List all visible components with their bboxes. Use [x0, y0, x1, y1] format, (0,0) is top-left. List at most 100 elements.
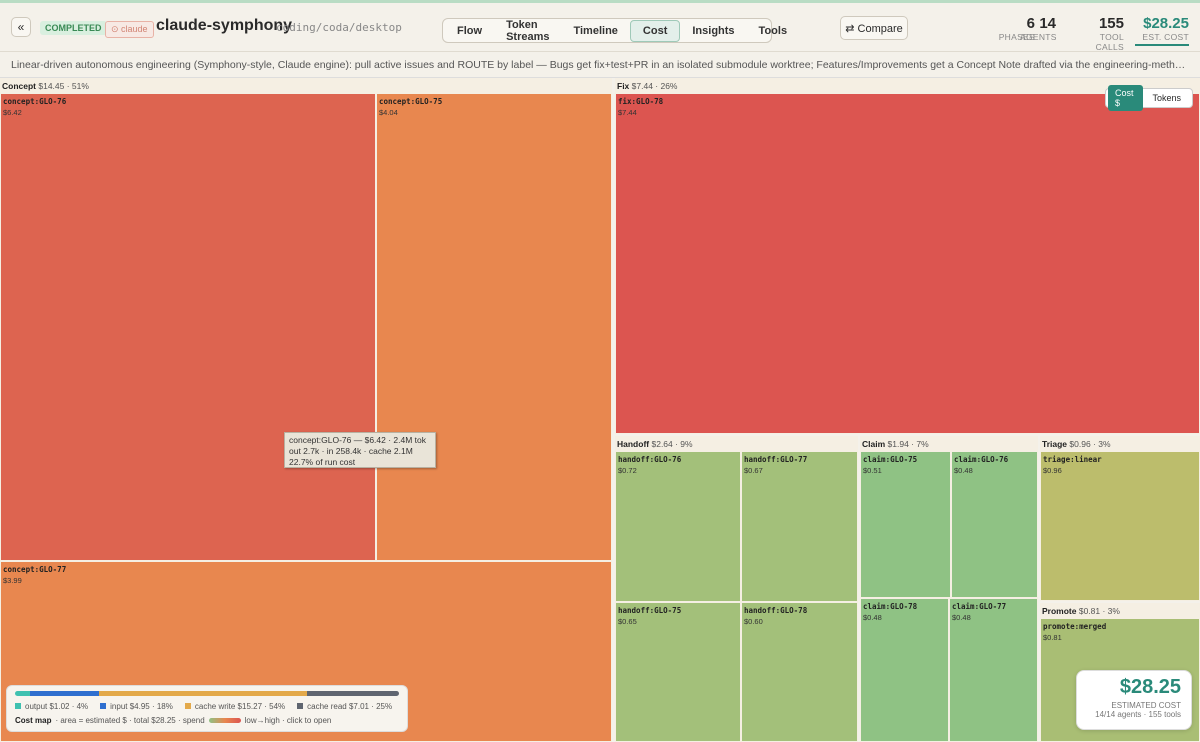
top-accent	[0, 0, 1200, 3]
legend-caption: Cost map · area = estimated $ · total $2…	[15, 716, 399, 725]
toggle-option[interactable]: Tokens	[1152, 93, 1181, 103]
tile-cost: $0.72	[618, 466, 637, 475]
legend-text: cache read $7.01 · 25%	[307, 702, 393, 711]
tile[interactable]: handoff:GLO-75 $0.65	[615, 602, 741, 742]
group-summary: $0.81 · 3%	[1078, 606, 1120, 616]
tile-cost: $0.67	[744, 466, 763, 475]
tile-cost: $0.65	[618, 617, 637, 626]
legend-text: input $4.95 · 18%	[110, 702, 173, 711]
group-summary: $14.45 · 51%	[38, 81, 89, 91]
tile[interactable]: fix:GLO-78 $7.44	[615, 93, 1200, 434]
group-header: Fix $7.44 · 26%	[615, 78, 1200, 93]
tile-label: promote:merged	[1043, 622, 1107, 631]
tile-label: handoff:GLO-78	[744, 606, 808, 615]
bar-segment	[30, 691, 100, 696]
status-badge: COMPLETED	[40, 21, 107, 35]
tooltip-line: out 2.7k · in 258.4k · cache 2.1M	[289, 446, 413, 456]
tile[interactable]: claim:GLO-75 $0.51	[860, 451, 951, 598]
stat-value: $28.25	[1143, 15, 1189, 32]
tile[interactable]: handoff:GLO-78 $0.60	[741, 602, 858, 742]
tile-label: handoff:GLO-76	[618, 455, 682, 464]
tile[interactable]: claim:GLO-76 $0.48	[951, 451, 1038, 598]
tab-bar: Flow Token Streams Timeline Cost Insight…	[442, 18, 787, 43]
back-button[interactable]: «	[11, 17, 31, 37]
group-summary: $0.96 · 3%	[1069, 439, 1111, 449]
spend-gradient	[208, 718, 241, 723]
group-name: Handoff	[617, 439, 650, 449]
tile-cost: $0.51	[863, 466, 882, 475]
run-path: coding/coda/desktop	[276, 21, 402, 34]
group-header: Triage $0.96 · 3%	[1040, 436, 1200, 451]
compare-button[interactable]: ⇄ Compare	[840, 16, 908, 40]
tile-cost: $4.04	[379, 108, 398, 117]
tooltip-line: concept:GLO-76 — $6.42 · 2.4M tok	[289, 435, 427, 445]
stat: 14 AGENTS	[1020, 15, 1056, 42]
bar-segment	[99, 691, 307, 696]
tile[interactable]: triage:linear $0.96	[1040, 451, 1200, 601]
group-name: Concept	[2, 81, 36, 91]
tooltip-line: 22.7% of run cost	[289, 457, 356, 467]
tab[interactable]: Token Streams	[506, 18, 550, 43]
group-name: Fix	[617, 81, 630, 91]
tile[interactable]: handoff:GLO-77 $0.67	[741, 451, 858, 602]
stat: 155 TOOL CALLS	[1070, 15, 1124, 52]
group-name: Claim	[862, 439, 886, 449]
toggle-option-active[interactable]: Cost $	[1108, 85, 1144, 111]
stat-label: AGENTS	[1020, 32, 1057, 42]
tab[interactable]: Flow	[457, 24, 483, 37]
tile-label: fix:GLO-78	[618, 97, 664, 106]
tile[interactable]: claim:GLO-77 $0.48	[949, 598, 1038, 742]
legend-item: cache write $15.27 · 54%	[184, 702, 286, 711]
legend-item: cache read $7.01 · 25%	[297, 702, 392, 711]
stat-label: TOOL CALLS	[1095, 32, 1124, 52]
stat-value: 6	[1026, 15, 1035, 32]
legend-bar	[15, 691, 399, 696]
tab[interactable]: Insights	[692, 24, 735, 37]
summary-card: $28.25 ESTIMATED COST 14/14 agents · 155…	[1076, 670, 1192, 730]
caption-title: Cost map	[15, 716, 52, 725]
tile-label: claim:GLO-77	[952, 602, 1007, 611]
tooltip: concept:GLO-76 — $6.42 · 2.4M tok out 2.…	[284, 432, 436, 468]
tab-active[interactable]: Cost	[629, 19, 681, 42]
tile-cost: $0.48	[952, 613, 971, 622]
tile-label: handoff:GLO-77	[744, 455, 808, 464]
tile-cost: $0.48	[954, 466, 973, 475]
caption-note: · area = estimated $ · total $28.25 · sp…	[55, 716, 205, 725]
tile-label: concept:GLO-77	[3, 565, 67, 574]
top-bar: « COMPLETED ⊙ claude claude-symphony cod…	[0, 3, 1200, 52]
group-summary: $1.94 · 7%	[887, 439, 929, 449]
tab[interactable]: Timeline	[573, 24, 618, 37]
engine-badge: ⊙ claude	[105, 21, 154, 38]
tile-cost: $7.44	[618, 108, 637, 117]
tile-label: concept:GLO-76	[3, 97, 67, 106]
tile[interactable]: handoff:GLO-76 $0.72	[615, 451, 741, 602]
group-header: Promote $0.81 · 3%	[1040, 603, 1200, 618]
legend-text: cache write $15.27 · 54%	[194, 702, 286, 711]
stat-value: 14	[1039, 15, 1056, 32]
tile-label: claim:GLO-75	[863, 455, 918, 464]
run-title: claude-symphony	[156, 17, 293, 34]
group-header: Concept $14.45 · 51%	[0, 78, 612, 93]
tab[interactable]: Tools	[758, 24, 788, 37]
group-summary: $7.44 · 26%	[631, 81, 678, 91]
stat: 6 PHASES	[999, 15, 1035, 42]
tile-label: triage:linear	[1043, 455, 1102, 464]
tile-cost: $0.48	[863, 613, 882, 622]
tile-cost: $3.99	[3, 576, 22, 585]
stat-value: 155	[1098, 15, 1124, 32]
group-name: Triage	[1042, 439, 1068, 449]
group-name: Promote	[1042, 606, 1077, 616]
bar-segment	[15, 691, 31, 696]
summary-amount: $28.25	[1119, 676, 1181, 698]
tile[interactable]: claim:GLO-78 $0.48	[860, 598, 949, 742]
stat: $28.25 EST. COST	[1135, 15, 1189, 46]
tile-label: claim:GLO-76	[954, 455, 1009, 464]
legend: output $1.02 · 4% input $4.95 · 18% cach…	[6, 685, 408, 732]
tile-cost: $0.81	[1043, 633, 1062, 642]
tile[interactable]: concept:GLO-75 $4.04	[376, 93, 612, 561]
tile-cost: $6.42	[3, 108, 22, 117]
tile-label: concept:GLO-75	[379, 97, 443, 106]
tile[interactable]: concept:GLO-76 $6.42	[0, 93, 376, 561]
tile-cost: $0.96	[1043, 466, 1062, 475]
